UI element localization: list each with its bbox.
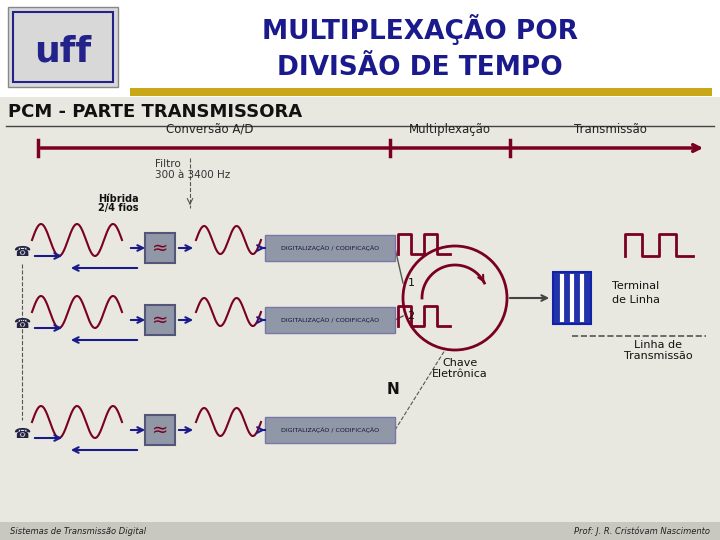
Text: ☎: ☎	[14, 317, 31, 331]
Bar	[265, 235, 395, 261]
Text: Eletrônica: Eletrônica	[432, 369, 488, 379]
Text: Linha de: Linha de	[634, 340, 682, 350]
Text: Híbrida: Híbrida	[98, 194, 138, 204]
Text: DIVISÃO DE TEMPO: DIVISÃO DE TEMPO	[277, 55, 563, 81]
Bar	[13, 12, 113, 82]
Bar	[265, 307, 395, 333]
Text: ≈: ≈	[152, 421, 168, 440]
Bar	[145, 415, 175, 445]
Bar	[0, 522, 720, 540]
Bar	[145, 233, 175, 263]
Text: de Linha: de Linha	[612, 295, 660, 305]
Text: uff: uff	[35, 35, 91, 69]
Text: Transmissão: Transmissão	[624, 351, 693, 361]
Text: Chave: Chave	[442, 358, 477, 368]
Bar	[0, 0, 720, 97]
Text: 2: 2	[408, 311, 415, 321]
Text: MULTIPLEXAÇÃO POR: MULTIPLEXAÇÃO POR	[262, 15, 578, 45]
Text: PCM - PARTE TRANSMISSORA: PCM - PARTE TRANSMISSORA	[8, 103, 302, 121]
Bar	[265, 417, 395, 443]
Text: 1: 1	[408, 278, 415, 288]
Text: ≈: ≈	[152, 239, 168, 258]
Text: N: N	[387, 382, 400, 397]
Text: Prof: J. R. Cristóvam Nascimento: Prof: J. R. Cristóvam Nascimento	[574, 526, 710, 536]
Bar	[130, 88, 712, 96]
Text: ☎: ☎	[14, 245, 31, 259]
Text: Terminal: Terminal	[612, 281, 660, 291]
Text: DIGITALIZAÇÃO / CODIFICAÇÃO: DIGITALIZAÇÃO / CODIFICAÇÃO	[281, 427, 379, 433]
Text: 2/4 fios: 2/4 fios	[98, 203, 138, 213]
Text: ≈: ≈	[152, 310, 168, 329]
Text: Multiplexação: Multiplexação	[409, 123, 491, 136]
Text: DIGITALIZAÇÃO / CODIFICAÇÃO: DIGITALIZAÇÃO / CODIFICAÇÃO	[281, 317, 379, 323]
Bar	[0, 97, 720, 522]
Bar	[8, 7, 118, 87]
Text: Filtro: Filtro	[155, 159, 181, 169]
Text: Sistemas de Transmissão Digital: Sistemas de Transmissão Digital	[10, 526, 146, 536]
Text: 300 à 3400 Hz: 300 à 3400 Hz	[155, 170, 230, 180]
Bar	[145, 305, 175, 335]
Text: Transmissão: Transmissão	[574, 123, 647, 136]
Text: Conversão A/D: Conversão A/D	[166, 123, 253, 136]
Text: DIGITALIZAÇÃO / CODIFICAÇÃO: DIGITALIZAÇÃO / CODIFICAÇÃO	[281, 245, 379, 251]
Bar	[553, 272, 591, 324]
Text: ☎: ☎	[14, 427, 31, 441]
